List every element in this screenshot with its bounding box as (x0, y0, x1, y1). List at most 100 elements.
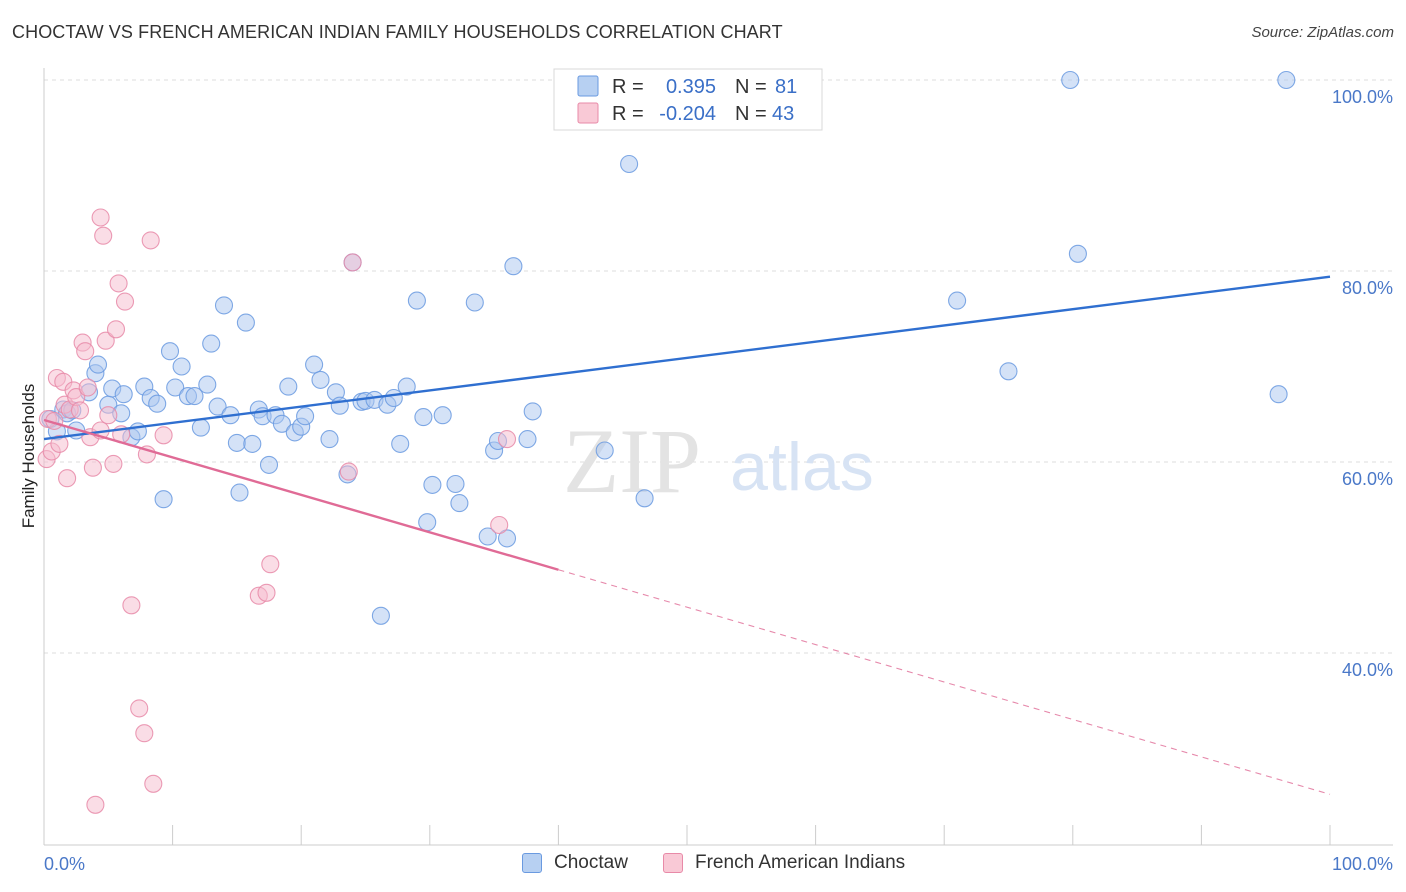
series-swatch-choctaw (522, 853, 542, 873)
choctaw-point-43 (305, 355, 324, 374)
choctaw-point-28 (214, 296, 234, 315)
choctaw-point-38 (272, 414, 291, 433)
legend-n-label-choctaw: N = (735, 76, 767, 98)
choctaw-point-21 (172, 357, 191, 376)
choctaw-point-17 (148, 394, 167, 413)
legend-n-value-french: 43 (772, 103, 794, 125)
choctaw-point-77 (999, 362, 1018, 381)
choctaw-point-69 (497, 529, 517, 548)
series-swatch-french (663, 853, 683, 873)
choctaw-point-70 (504, 257, 523, 276)
french-point-14 (76, 342, 95, 361)
series-french-american-indians (37, 208, 517, 814)
choctaw-point-74 (620, 154, 639, 174)
axes (43, 68, 1393, 846)
choctaw-point-12 (114, 385, 133, 404)
french-point-37 (257, 583, 276, 602)
choctaw-point-64 (450, 494, 469, 513)
series-legend-item-choctaw: Choctaw (522, 852, 628, 874)
y-tick-label-1: 80.0% (1342, 278, 1393, 298)
choctaw-point-78 (1061, 70, 1080, 90)
y-tick-label-3: 40.0% (1342, 660, 1393, 680)
choctaw-point-58 (407, 291, 426, 310)
trend-line-french (43, 418, 559, 571)
choctaw-point-76 (948, 291, 967, 310)
choctaw-point-81 (1269, 385, 1288, 404)
choctaw-point-24 (191, 418, 210, 437)
y-tick-label-0: 100.0% (1332, 87, 1393, 107)
choctaw-point-79 (1068, 244, 1087, 263)
french-point-34 (144, 774, 163, 793)
choctaw-point-80 (1277, 70, 1296, 90)
french-point-22 (96, 331, 115, 350)
legend-r-label-french: R = (612, 103, 644, 125)
choctaw-point-56 (391, 434, 410, 453)
french-point-38 (261, 555, 280, 574)
choctaw-point-47 (330, 396, 349, 415)
choctaw-point-26 (202, 334, 221, 353)
french-point-21 (94, 226, 113, 245)
x-tick-label-right: 100.0% (1332, 854, 1393, 874)
choctaw-point-30 (227, 433, 246, 452)
french-point-30 (130, 699, 149, 718)
choctaw-point-65 (465, 293, 484, 312)
gridlines (44, 79, 1393, 654)
series-legend-label-french: French American Indians (695, 852, 906, 873)
legend-r-value-choctaw: 0.395 (666, 76, 716, 98)
choctaw-point-75 (635, 489, 654, 508)
choctaw-point-39 (279, 377, 298, 396)
series-legend-item-french: French American Indians (663, 852, 905, 874)
choctaw-point-73 (595, 441, 614, 460)
french-point-17 (83, 458, 102, 477)
choctaw-point-36 (259, 455, 279, 474)
series-legend: Choctaw French American Indians (0, 852, 1406, 878)
legend-n-label-french: N = (735, 103, 767, 125)
source-note: Source: ZipAtlas.com (1251, 24, 1394, 41)
choctaw-point-44 (311, 370, 330, 389)
choctaw-point-63 (446, 474, 465, 494)
legend-swatch-french (577, 102, 599, 124)
legend-swatch-choctaw (577, 75, 599, 97)
french-point-41 (490, 515, 509, 535)
y-tick-labels: 100.0% 80.0% 60.0% 40.0% (1332, 87, 1393, 680)
legend-box (553, 68, 823, 131)
watermark-atlas: atlas (730, 429, 874, 505)
french-point-24 (104, 454, 123, 473)
choctaw-point-32 (236, 313, 255, 332)
series-legend-label-choctaw: Choctaw (554, 852, 628, 873)
y-tick-label-2: 60.0% (1342, 469, 1393, 489)
french-point-35 (154, 426, 173, 445)
french-point-12 (70, 401, 90, 420)
legend-n-value-choctaw: 81 (775, 76, 797, 98)
watermark-zip: ZIP (563, 410, 701, 512)
french-point-20 (91, 208, 110, 227)
trend-line-french-extrapolated (558, 569, 1331, 795)
choctaw-point-42 (296, 407, 315, 426)
choctaw-point-25 (198, 375, 217, 394)
french-point-31 (135, 724, 154, 743)
french-point-40 (343, 253, 362, 272)
french-point-23 (99, 406, 118, 425)
choctaw-point-71 (518, 430, 537, 449)
legend-r-label-choctaw: R = (612, 76, 644, 98)
choctaw-point-8 (88, 355, 108, 374)
french-point-42 (497, 430, 517, 449)
choctaw-point-20 (166, 378, 185, 397)
french-point-25 (106, 320, 126, 339)
french-point-26 (109, 274, 128, 293)
choctaw-point-66 (478, 527, 497, 546)
french-point-8 (58, 469, 77, 488)
choctaw-point-18 (154, 490, 173, 509)
choctaw-point-19 (160, 342, 180, 361)
french-point-29 (122, 596, 141, 615)
legend: R = 0.395 N = 81 R = -0.204 N = 43 (553, 68, 823, 131)
choctaw-point-27 (208, 397, 227, 416)
choctaw-point-61 (423, 475, 442, 494)
choctaw-point-31 (230, 483, 249, 502)
choctaw-point-33 (243, 434, 262, 453)
choctaw-point-53 (371, 606, 390, 625)
chart-title: CHOCTAW VS FRENCH AMERICAN INDIAN FAMILY… (12, 22, 783, 42)
french-point-18 (86, 795, 105, 814)
french-point-39 (339, 462, 358, 481)
